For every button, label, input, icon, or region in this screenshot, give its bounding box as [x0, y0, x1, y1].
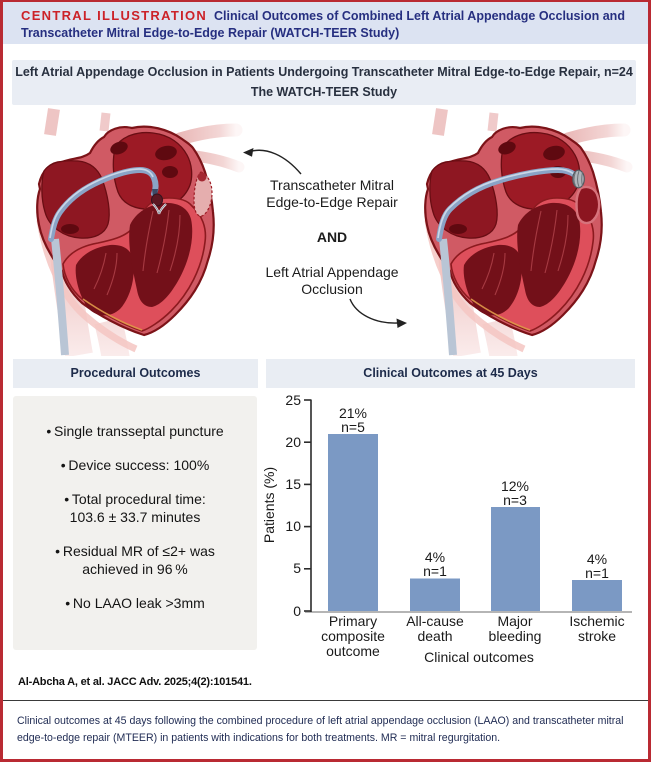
svg-text:n=1: n=1: [423, 563, 447, 579]
svg-text:n=3: n=3: [503, 492, 527, 508]
svg-text:20: 20: [285, 434, 301, 450]
svg-text:4%: 4%: [425, 549, 445, 565]
svg-text:Primary: Primary: [329, 613, 377, 629]
svg-text:12%: 12%: [501, 478, 529, 494]
svg-text:0: 0: [293, 603, 301, 619]
svg-text:25: 25: [285, 392, 301, 408]
svg-text:15: 15: [285, 476, 301, 492]
svg-text:Major: Major: [497, 613, 532, 629]
svg-text:Clinical outcomes: Clinical outcomes: [424, 649, 534, 665]
svg-text:n=5: n=5: [341, 419, 365, 435]
svg-text:4%: 4%: [587, 551, 607, 567]
svg-text:n=1: n=1: [585, 565, 609, 581]
svg-text:21%: 21%: [339, 405, 367, 421]
svg-text:death: death: [417, 628, 452, 644]
svg-text:composite: composite: [321, 628, 385, 644]
svg-text:bleeding: bleeding: [489, 628, 542, 644]
svg-text:Patients (%): Patients (%): [261, 467, 277, 543]
svg-text:10: 10: [285, 518, 301, 534]
svg-text:stroke: stroke: [578, 628, 616, 644]
svg-text:outcome: outcome: [326, 643, 380, 659]
svg-text:All-cause: All-cause: [406, 613, 464, 629]
svg-text:Ischemic: Ischemic: [569, 613, 624, 629]
svg-text:5: 5: [293, 560, 301, 576]
